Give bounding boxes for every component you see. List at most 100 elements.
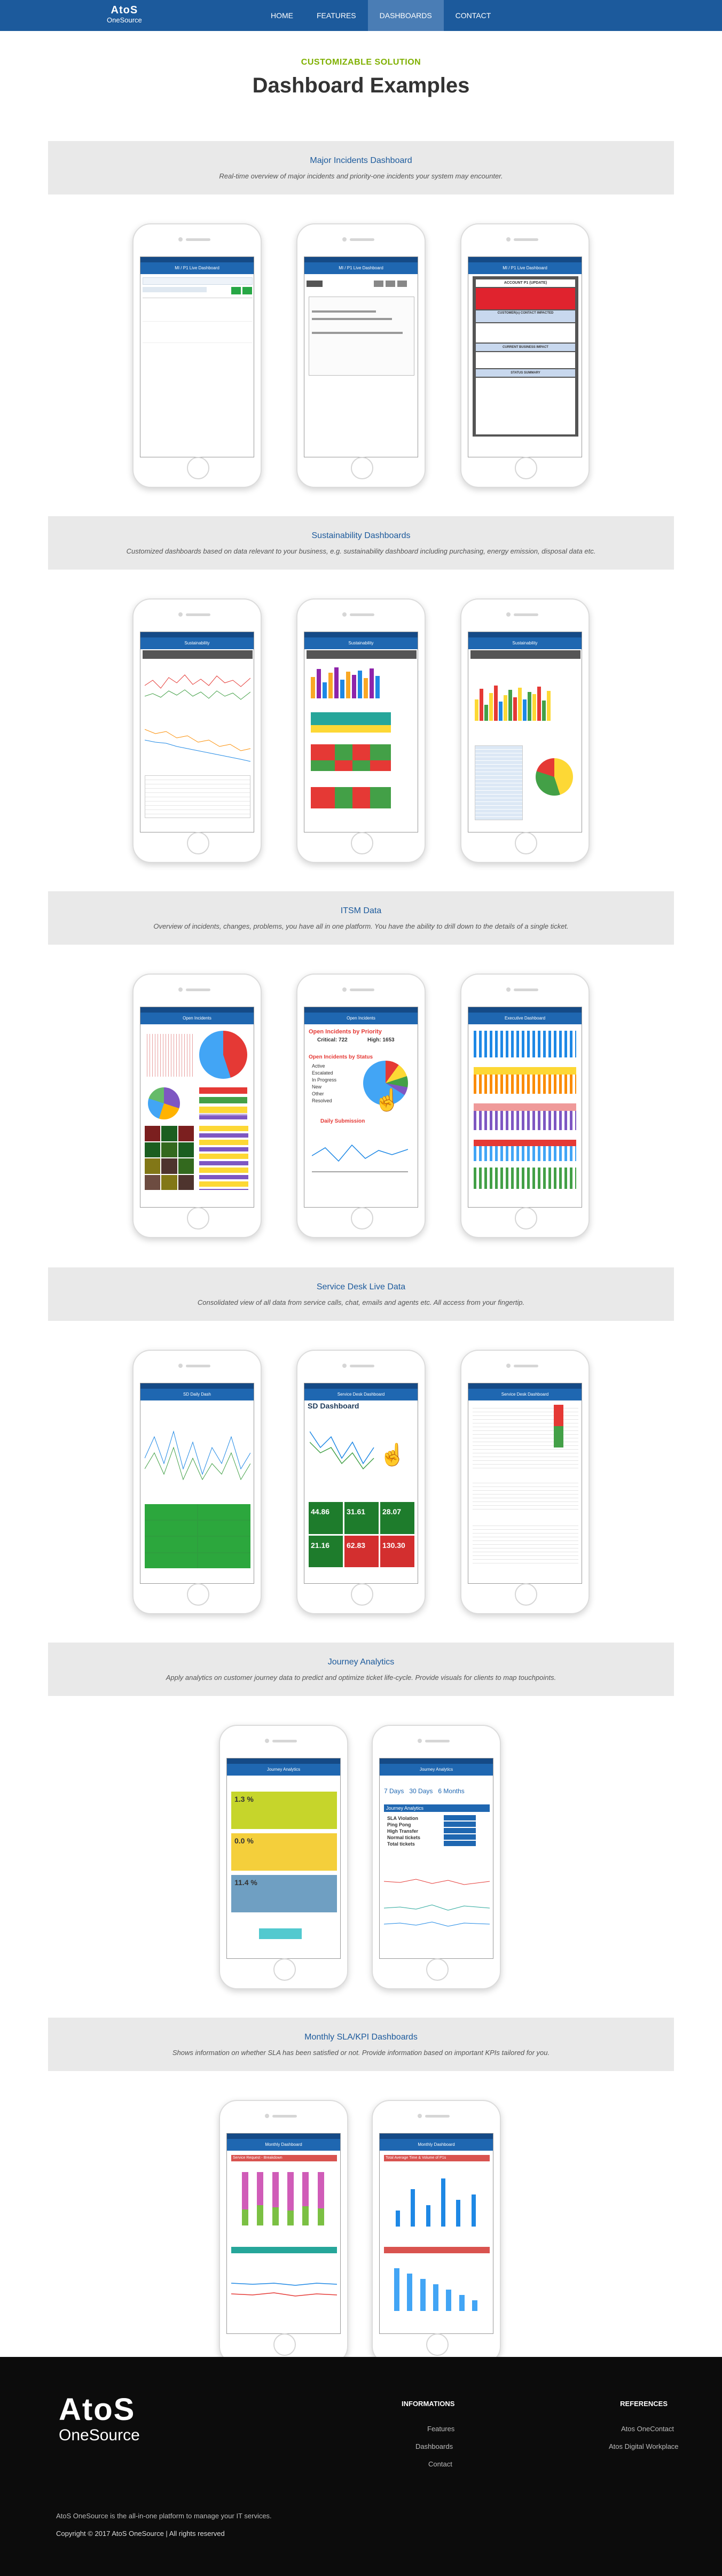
section-title: Journey Analytics (327, 1657, 395, 1667)
panel-title: Service Request - Breakdown (231, 2155, 337, 2161)
dashboard-screenshot[interactable]: Service Desk Dashboard SD Dashboard ☝ 44… (304, 1383, 418, 1584)
nav-dashboards[interactable]: DASHBOARDS (367, 0, 444, 31)
phone-mockup: Sustainability (132, 598, 262, 863)
tile-title: CURRENT BUSINESS IMPACT (476, 344, 575, 351)
line-chart (145, 1430, 250, 1481)
kpi-table: SLA Violation Ping Pong High Transfer Norma… (387, 1816, 421, 1847)
phone-mockup: SD Daily Dash (132, 1350, 262, 1614)
nav-features[interactable]: FEATURES (317, 11, 356, 20)
footer-link-features[interactable]: Features (427, 2425, 455, 2433)
top-nav: AtoS OneSource HOME FEATURES DASHBOARDS … (0, 0, 722, 31)
filter-6-months[interactable]: 6 Months (438, 1787, 465, 1795)
app-title: Journey Analytics (380, 1764, 493, 1776)
section-major-incidents: Major Incidents Dashboard Real-time over… (48, 141, 674, 194)
footer-col-references: REFERENCES Atos OneContact Atos Digital … (609, 2400, 679, 2460)
footer-tagline: AtoS OneSource is the all-in-one platfor… (56, 2512, 272, 2520)
app-title: Sustainability (304, 637, 418, 649)
dashboard-screenshot[interactable]: Service Desk Dashboard (468, 1383, 582, 1584)
dashboard-screenshot[interactable]: MI / P1 Live Dashboard ACCOUNT P1 (UPDAT… (468, 256, 582, 457)
line-chart (231, 2283, 337, 2297)
dashboard-title: SD Dashboard (308, 1402, 359, 1410)
footer-link-digital-workplace[interactable]: Atos Digital Workplace (609, 2442, 679, 2450)
table-header: Journey Analytics (384, 1804, 490, 1812)
filter-7-days[interactable]: 7 Days (384, 1787, 404, 1795)
logo-subtitle: OneSource (107, 16, 142, 24)
site-footer: AtoS OneSource AtoS OneSource is the all… (0, 2357, 722, 2576)
tile-title: STATUS SUMMARY (476, 369, 575, 377)
nav-home[interactable]: HOME (271, 11, 293, 20)
dashboard-screenshot[interactable]: MI / P1 Live Dashboard (140, 256, 254, 457)
phone-mockup: Sustainability (460, 598, 590, 863)
phone-mockup: Monthly Dashboard Service Request - Brea… (219, 2100, 348, 2364)
line-chart (384, 1879, 490, 1927)
app-title: Service Desk Dashboard (468, 1389, 582, 1400)
footer-link-onecontact[interactable]: Atos OneContact (621, 2425, 674, 2433)
logo-wordmark: AtoS (111, 4, 138, 16)
hero: CUSTOMIZABLE SOLUTION Dashboard Examples (0, 58, 722, 98)
dashboard-screenshot[interactable]: Open Incidents Open Incidents by Priorit… (304, 1007, 418, 1208)
section-monthly-sla: Monthly SLA/KPI Dashboards Shows informa… (48, 2018, 674, 2071)
app-title: Executive Dashboard (468, 1013, 582, 1024)
tile-title: ACCOUNT P1 (UPDATE) (476, 279, 575, 287)
dashboard-screenshot[interactable]: Journey Analytics 7 Days 30 Days 6 Month… (379, 1758, 493, 1959)
line-chart (145, 729, 250, 762)
app-title: Journey Analytics (227, 1764, 340, 1776)
section-itsm: ITSM Data Overview of incidents, changes… (48, 891, 674, 945)
section-description: Overview of incidents, changes, problems… (153, 922, 569, 930)
phone-mockup: Journey Analytics 1.3 % 0.0 % 11.4 % (219, 1725, 348, 1989)
phone-mockup: MI / P1 Live Dashboard (132, 223, 262, 488)
chart-title: Open Incidents by Priority (309, 1029, 382, 1035)
footer-link-dashboards[interactable]: Dashboards (415, 2442, 453, 2450)
brand-logo[interactable]: AtoS OneSource (107, 5, 142, 24)
phone-mockup: Service Desk Dashboard SD Dashboard ☝ 44… (296, 1350, 426, 1614)
dashboard-screenshot[interactable]: MI / P1 Live Dashboard (304, 256, 418, 457)
footer-logo: AtoS OneSource (59, 2392, 140, 2444)
phone-mockup: Service Desk Dashboard (460, 1350, 590, 1614)
phone-mockup: Sustainability (296, 598, 426, 863)
nav-contact[interactable]: CONTACT (455, 11, 491, 20)
app-title: Open Incidents (140, 1013, 254, 1024)
phone-mockup: MI / P1 Live Dashboard (296, 223, 426, 488)
dashboard-screenshot[interactable]: Sustainability (140, 632, 254, 832)
app-title: MI / P1 Live Dashboard (140, 262, 254, 274)
dashboard-screenshot[interactable]: Sustainability (304, 632, 418, 832)
section-title: Monthly SLA/KPI Dashboards (304, 2033, 418, 2042)
kpi-tile: 44.86 (309, 1502, 343, 1534)
line-chart (310, 1431, 374, 1470)
dashboard-screenshot[interactable]: Monthly Dashboard Service Request - Brea… (226, 2133, 341, 2334)
section-journey-analytics: Journey Analytics Apply analytics on cus… (48, 1643, 674, 1696)
dashboard-screenshot[interactable]: Journey Analytics 1.3 % 0.0 % 11.4 % (226, 1758, 341, 1959)
kpi-tile: 62.83 (344, 1535, 379, 1567)
app-title: Service Desk Dashboard (304, 1389, 418, 1400)
kpi-card: 1.3 % (231, 1792, 337, 1829)
dashboard-screenshot[interactable]: Sustainability (468, 632, 582, 832)
dashboard-screenshot[interactable]: Monthly Dashboard Total Average Time & V… (379, 2133, 493, 2334)
footer-link-contact[interactable]: Contact (428, 2460, 452, 2468)
footer-copyright: Copyright © 2017 AtoS OneSource | All ri… (56, 2530, 225, 2538)
dashboard-screenshot[interactable]: SD Daily Dash (140, 1383, 254, 1584)
section-service-desk: Service Desk Live Data Consolidated view… (48, 1267, 674, 1321)
filter-30-days[interactable]: 30 Days (409, 1787, 433, 1795)
kpi-tile: 21.16 (309, 1535, 343, 1567)
dashboard-screenshot[interactable]: Executive Dashboard (468, 1007, 582, 1208)
section-description: Shows information on whether SLA has bee… (172, 2049, 550, 2057)
chart-title: Open Incidents by Status (309, 1054, 373, 1060)
phone-mockup: MI / P1 Live Dashboard ACCOUNT P1 (UPDAT… (460, 223, 590, 488)
app-title: Monthly Dashboard (380, 2139, 493, 2151)
footer-heading: INFORMATIONS (402, 2400, 455, 2408)
page-title: Dashboard Examples (252, 74, 470, 97)
phone-mockup: Monthly Dashboard Total Average Time & V… (372, 2100, 501, 2364)
section-description: Apply analytics on customer journey data… (166, 1674, 556, 1682)
critical-count: Critical: 722 (317, 1037, 348, 1043)
high-count: High: 1653 (367, 1037, 395, 1043)
app-title: Monthly Dashboard (227, 2139, 340, 2151)
app-title: Open Incidents (304, 1013, 418, 1024)
section-description: Customized dashboards based on data rele… (126, 547, 596, 555)
hero-kicker: CUSTOMIZABLE SOLUTION (301, 58, 421, 67)
chart-title: Daily Submission (320, 1118, 365, 1124)
section-description: Consolidated view of all data from servi… (197, 1298, 525, 1306)
pointer-hand-icon: ☝ (379, 1443, 406, 1467)
section-title: Major Incidents Dashboard (310, 156, 412, 165)
dashboard-screenshot[interactable]: Open Incidents (140, 1007, 254, 1208)
section-title: ITSM Data (340, 906, 382, 915)
